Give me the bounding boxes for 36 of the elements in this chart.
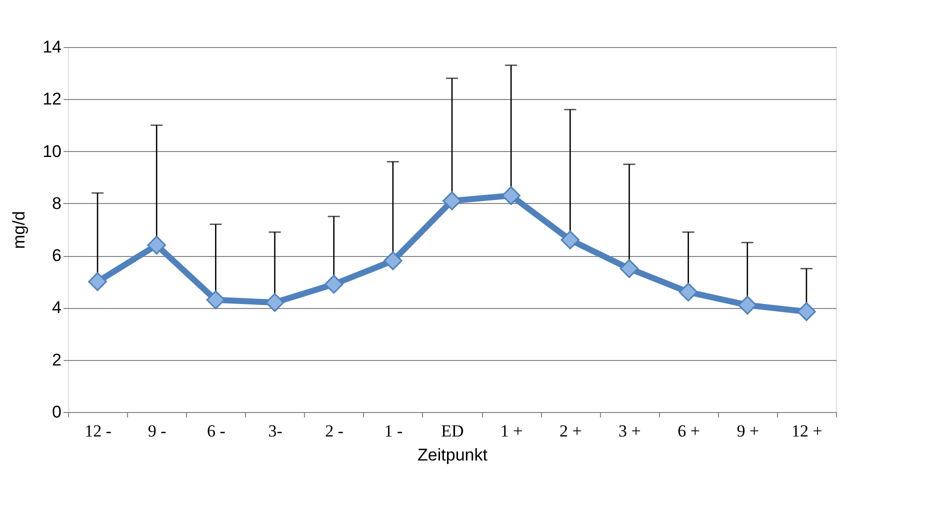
y-tick-label: 4 bbox=[52, 298, 62, 318]
x-tick-label: 9 - bbox=[148, 422, 167, 440]
point bbox=[797, 302, 816, 322]
x-tick-label: ED bbox=[441, 422, 464, 440]
y-tick-label: 8 bbox=[52, 194, 62, 213]
x-tick-label: 12 + bbox=[792, 422, 822, 440]
y-tick-label: 0 bbox=[52, 402, 62, 422]
point bbox=[147, 236, 166, 255]
point bbox=[620, 259, 639, 278]
x-tick-label: 3- bbox=[268, 422, 283, 440]
point bbox=[502, 186, 520, 206]
point bbox=[738, 296, 757, 315]
x-tick-label: 6 + bbox=[678, 422, 700, 440]
x-tick-label: 6 - bbox=[206, 422, 226, 440]
x-tick-label: 12 - bbox=[84, 422, 112, 440]
x-tick-label: 2 + bbox=[559, 422, 582, 440]
point bbox=[560, 230, 580, 250]
y-tick-label: 10 bbox=[42, 142, 62, 161]
x-tick-label: 2 - bbox=[325, 422, 344, 440]
y-axis-title: mg/d bbox=[10, 211, 29, 249]
point bbox=[88, 272, 107, 292]
point bbox=[442, 191, 462, 210]
x-tick-label: 3 + bbox=[618, 422, 641, 440]
y-tick-label: 14 bbox=[42, 38, 62, 56]
x-tick-label: 1 - bbox=[384, 422, 403, 440]
y-tick-label: 2 bbox=[52, 350, 62, 370]
point bbox=[324, 274, 344, 294]
x-tick-label: 1 + bbox=[500, 422, 523, 440]
x-tick-label: 9 + bbox=[736, 422, 760, 440]
point bbox=[206, 290, 226, 310]
point bbox=[678, 282, 698, 302]
point bbox=[384, 251, 402, 270]
point bbox=[265, 293, 284, 312]
y-tick-label: 12 bbox=[42, 90, 62, 109]
x-axis-title: Zeitpunkt bbox=[418, 446, 488, 464]
y-tick-label: 6 bbox=[52, 246, 62, 266]
